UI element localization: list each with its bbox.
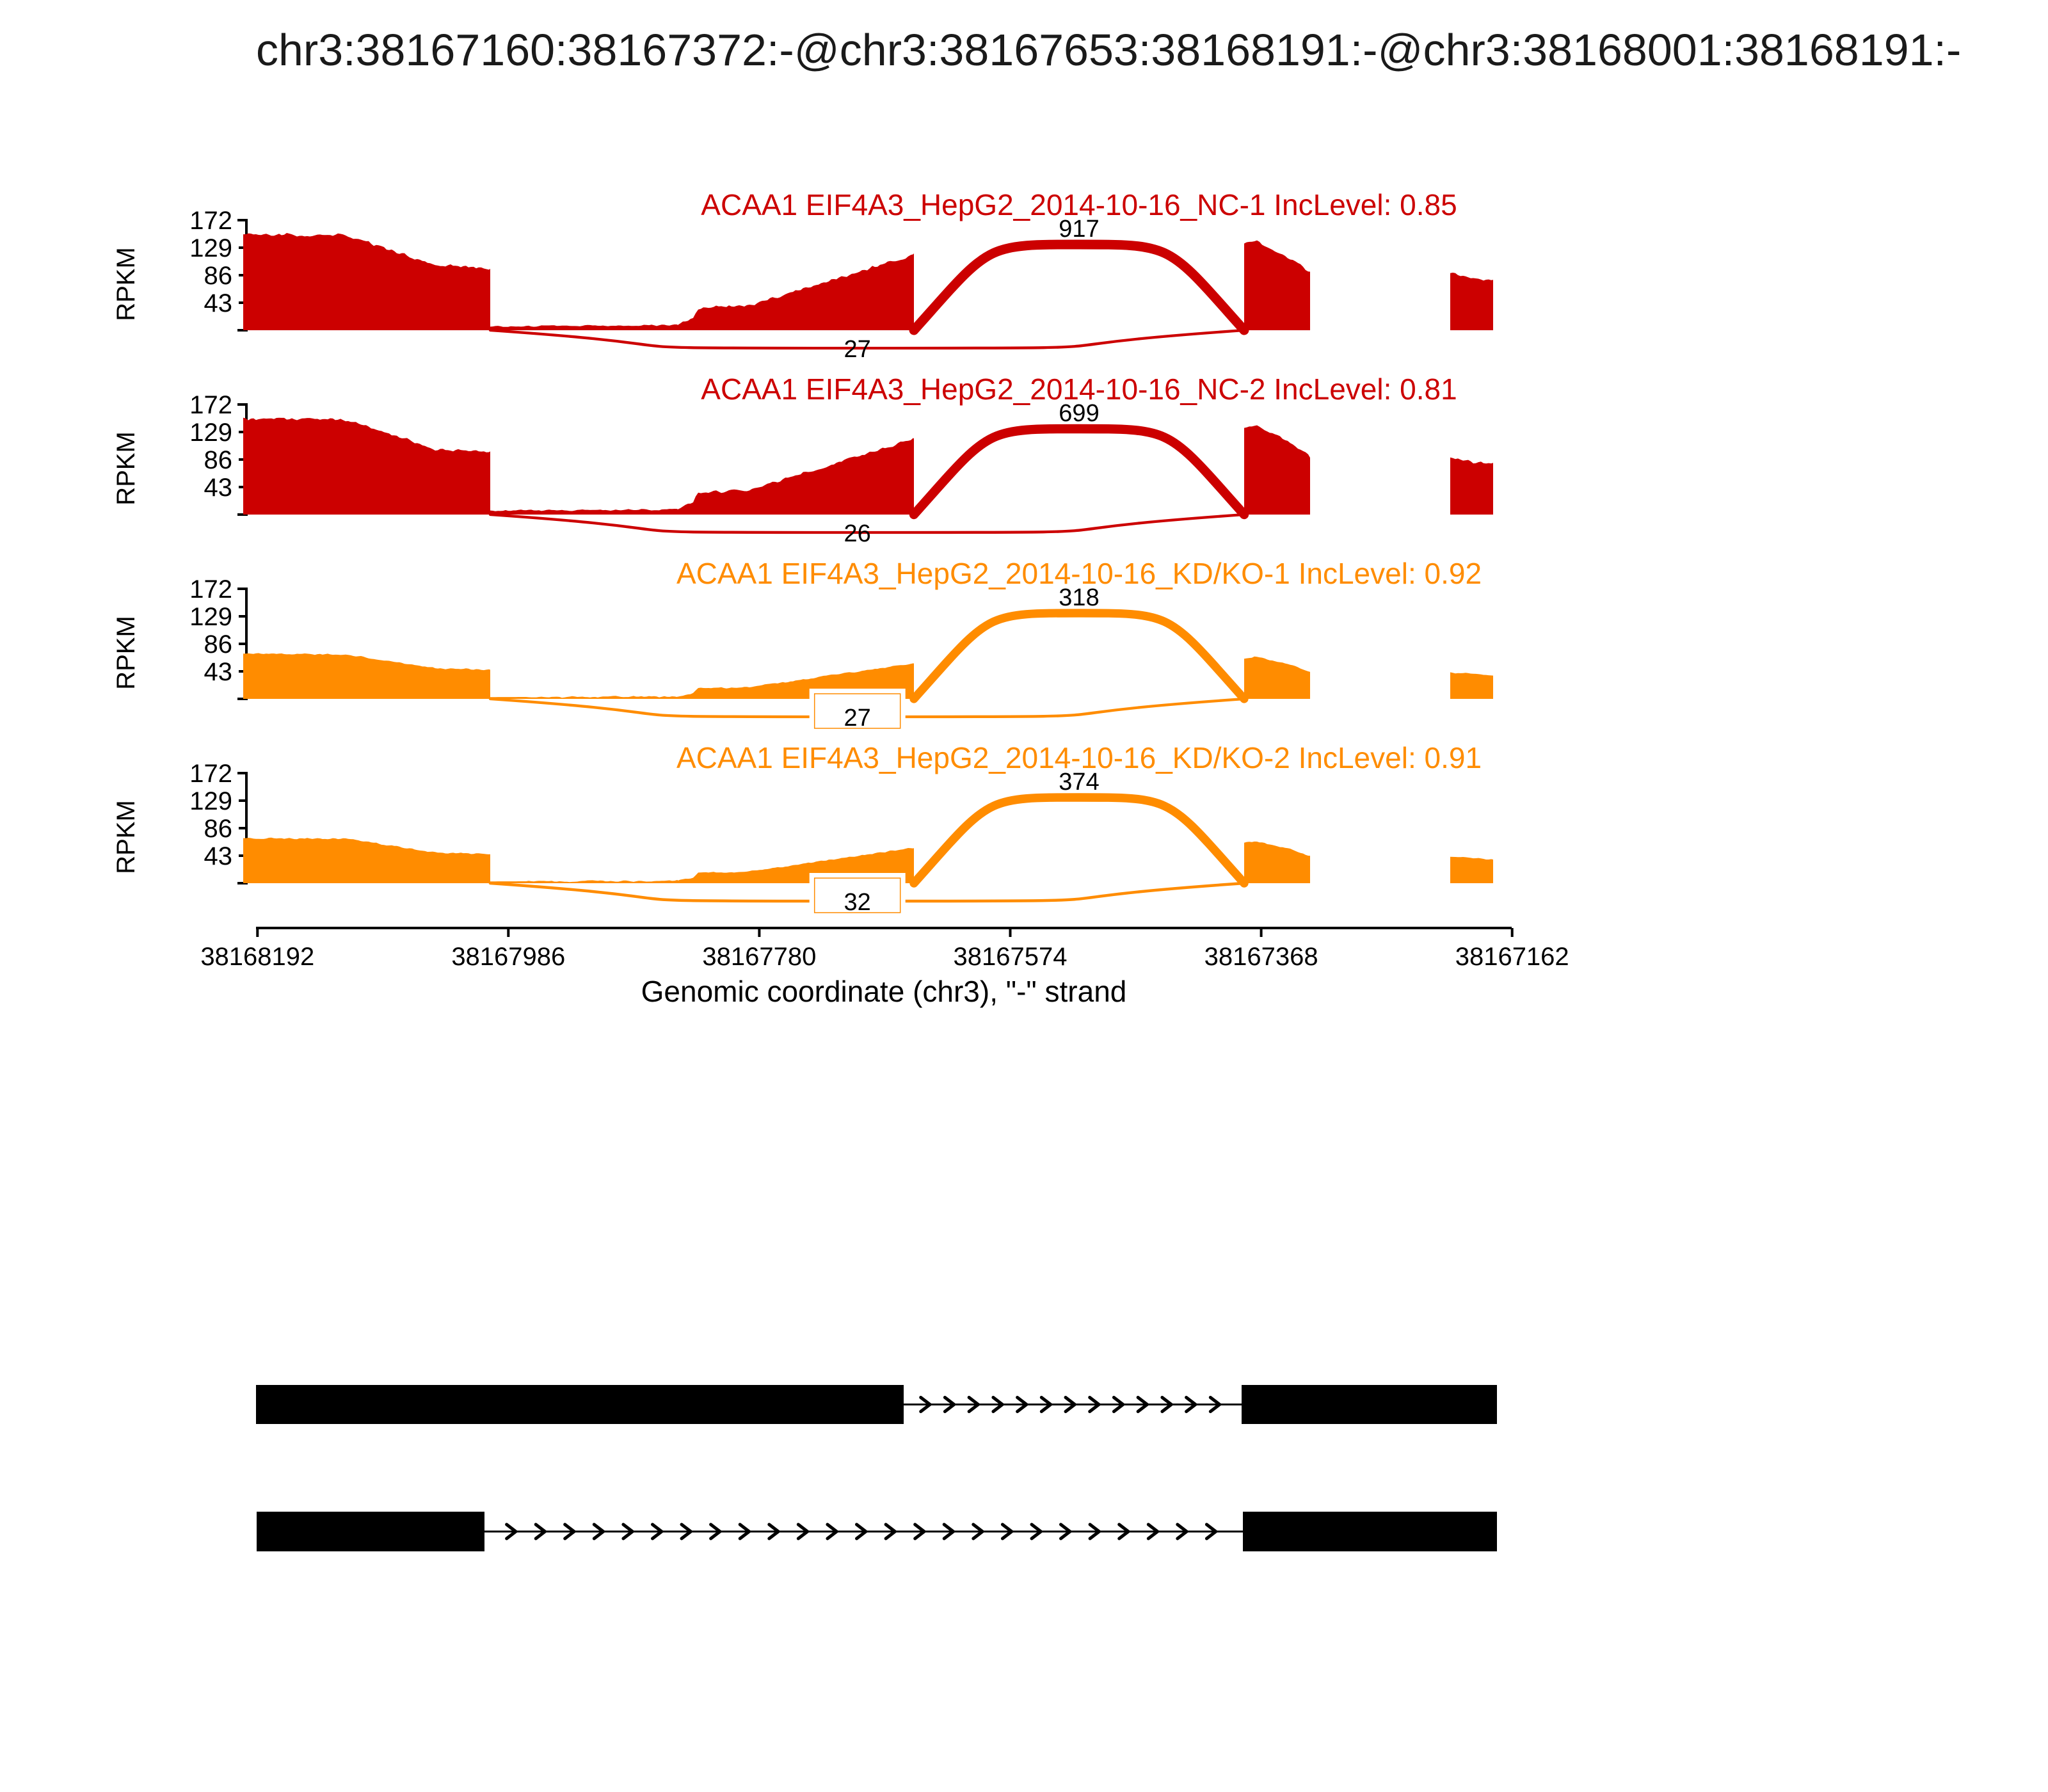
svg-text:172: 172 xyxy=(189,207,232,235)
svg-text:129: 129 xyxy=(189,419,232,447)
svg-text:172: 172 xyxy=(189,575,232,604)
svg-text:38167574: 38167574 xyxy=(954,943,1068,971)
svg-text:26: 26 xyxy=(844,520,871,547)
svg-text:38167780: 38167780 xyxy=(702,943,816,971)
svg-text:38167368: 38167368 xyxy=(1204,943,1318,971)
svg-text:86: 86 xyxy=(204,630,233,659)
svg-text:172: 172 xyxy=(189,391,232,419)
svg-text:38168192: 38168192 xyxy=(200,943,314,971)
svg-text:917: 917 xyxy=(1059,216,1099,243)
svg-text:RPKM: RPKM xyxy=(112,616,140,690)
svg-text:318: 318 xyxy=(1059,584,1099,611)
svg-text:38167986: 38167986 xyxy=(451,943,565,971)
svg-text:38167162: 38167162 xyxy=(1455,943,1569,971)
svg-text:27: 27 xyxy=(844,705,871,732)
svg-text:43: 43 xyxy=(204,658,233,686)
svg-text:RPKM: RPKM xyxy=(112,431,140,506)
svg-text:RPKM: RPKM xyxy=(112,247,140,321)
svg-text:32: 32 xyxy=(844,889,871,916)
svg-text:RPKM: RPKM xyxy=(112,800,140,874)
svg-text:172: 172 xyxy=(189,760,232,788)
svg-text:699: 699 xyxy=(1059,400,1099,427)
svg-text:374: 374 xyxy=(1059,769,1099,796)
svg-text:86: 86 xyxy=(204,262,233,290)
svg-text:129: 129 xyxy=(189,234,232,262)
svg-text:129: 129 xyxy=(189,787,232,815)
svg-text:27: 27 xyxy=(844,336,871,363)
svg-text:43: 43 xyxy=(204,842,233,870)
svg-text:43: 43 xyxy=(204,289,233,317)
svg-text:129: 129 xyxy=(189,603,232,631)
svg-text:Genomic coordinate (chr3), "-": Genomic coordinate (chr3), "-" strand xyxy=(641,975,1127,1008)
svg-text:86: 86 xyxy=(204,446,233,474)
svg-text:43: 43 xyxy=(204,474,233,502)
svg-text:86: 86 xyxy=(204,815,233,843)
